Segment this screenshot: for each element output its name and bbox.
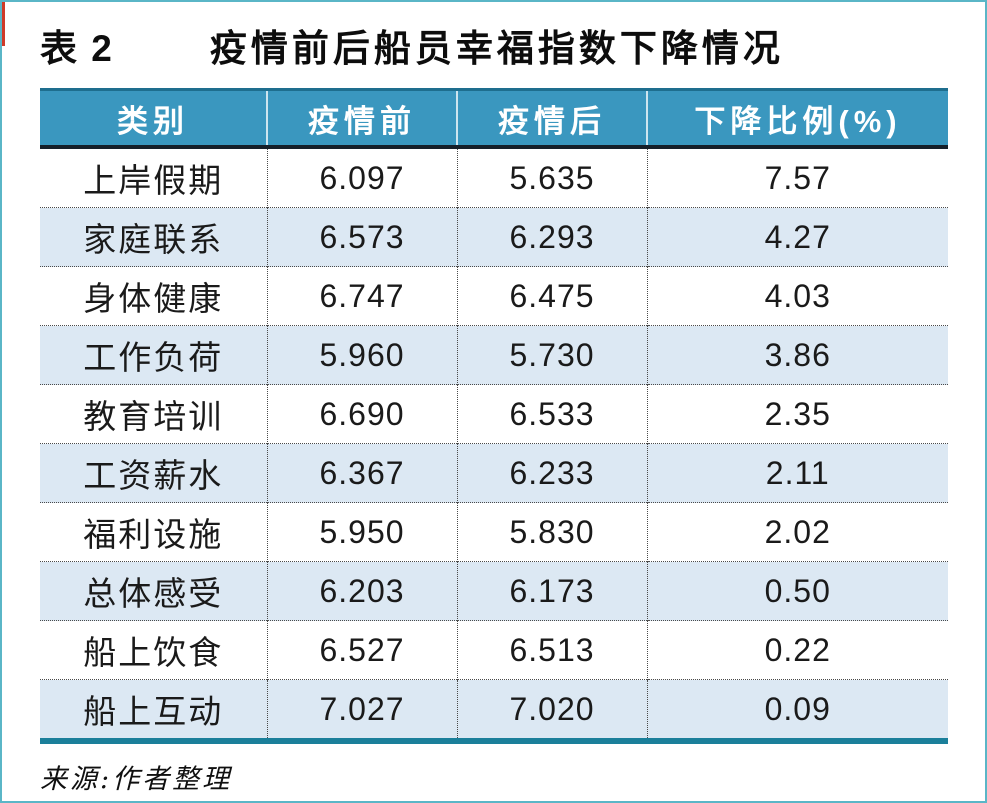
table-row: 身体健康 6.747 6.475 4.03 <box>40 266 948 326</box>
cell-before: 7.027 <box>267 679 458 738</box>
cell-after: 5.730 <box>457 325 648 385</box>
cell-after: 5.830 <box>457 502 648 562</box>
cell-category: 船上互动 <box>40 679 268 738</box>
cell-after: 6.173 <box>457 561 648 621</box>
cell-before: 5.950 <box>267 502 458 562</box>
scan-artifact-red <box>2 2 5 46</box>
header-row: 类别 疫情前 疫情后 下降比例(%) <box>40 89 948 147</box>
cell-decline: 4.27 <box>764 218 831 255</box>
cell-before: 6.527 <box>267 620 458 680</box>
cell-after: 6.513 <box>457 620 648 680</box>
cell-decline: 4.03 <box>764 277 831 314</box>
cell-before: 6.747 <box>267 266 458 326</box>
table-row: 船上互动 7.027 7.020 0.09 <box>40 679 948 738</box>
cell-before: 6.367 <box>267 443 458 503</box>
cell-decline: 0.22 <box>764 631 831 668</box>
table-header: 类别 疫情前 疫情后 下降比例(%) <box>40 89 948 147</box>
cell-decline: 2.35 <box>764 395 831 432</box>
table-number-label: 表 2 <box>40 28 114 69</box>
header-cell-decline: 下降比例(%) <box>694 103 902 139</box>
table-row: 工资薪水 6.367 6.233 2.11 <box>40 443 948 503</box>
table-caption: 表 2 疫情前后船员幸福指数下降情况 <box>40 26 985 72</box>
cell-after: 6.233 <box>457 443 648 503</box>
cell-decline: 2.02 <box>764 513 831 550</box>
cell-after: 5.635 <box>457 147 648 208</box>
table-title: 疫情前后船员幸福指数下降情况 <box>209 28 784 69</box>
header-cell-after: 疫情后 <box>457 89 648 147</box>
cell-category: 福利设施 <box>40 502 268 562</box>
source-note: 来源:作者整理 <box>40 764 233 795</box>
cell-decline: 2.11 <box>765 454 830 491</box>
cell-category: 船上饮食 <box>40 620 268 680</box>
table-bottom-rule <box>40 738 948 744</box>
cell-category: 工资薪水 <box>40 443 268 503</box>
cell-after: 7.020 <box>457 679 648 738</box>
table-row: 家庭联系 6.573 6.293 4.27 <box>40 207 948 267</box>
cell-category: 家庭联系 <box>40 207 268 267</box>
cell-category: 总体感受 <box>40 561 268 621</box>
cell-before: 6.203 <box>267 561 458 621</box>
cell-decline: 0.50 <box>764 572 831 609</box>
happiness-index-table: 类别 疫情前 疫情后 下降比例(%) 上岸假期 6.097 5.635 7.57… <box>40 88 948 738</box>
cell-category: 身体健康 <box>40 266 268 326</box>
table-row: 上岸假期 6.097 5.635 7.57 <box>40 147 948 208</box>
cell-decline: 7.57 <box>764 159 831 196</box>
table-row: 福利设施 5.950 5.830 2.02 <box>40 502 948 562</box>
table-row: 船上饮食 6.527 6.513 0.22 <box>40 620 948 680</box>
header-cell-category: 类别 <box>40 89 268 147</box>
cell-decline: 0.09 <box>764 690 831 727</box>
cell-category: 上岸假期 <box>40 147 268 208</box>
table-row: 工作负荷 5.960 5.730 3.86 <box>40 325 948 385</box>
cell-before: 6.690 <box>267 384 458 444</box>
cell-category: 工作负荷 <box>40 325 268 385</box>
cell-after: 6.533 <box>457 384 648 444</box>
table-row: 总体感受 6.203 6.173 0.50 <box>40 561 948 621</box>
cell-category: 教育培训 <box>40 384 268 444</box>
table-body: 上岸假期 6.097 5.635 7.57 家庭联系 6.573 6.293 4… <box>40 147 948 738</box>
cell-before: 6.097 <box>267 147 458 208</box>
cell-before: 6.573 <box>267 207 458 267</box>
cell-before: 5.960 <box>267 325 458 385</box>
table-row: 教育培训 6.690 6.533 2.35 <box>40 384 948 444</box>
header-cell-before: 疫情前 <box>267 89 458 147</box>
cell-after: 6.293 <box>457 207 648 267</box>
cell-decline: 3.86 <box>764 336 831 373</box>
cell-after: 6.475 <box>457 266 648 326</box>
